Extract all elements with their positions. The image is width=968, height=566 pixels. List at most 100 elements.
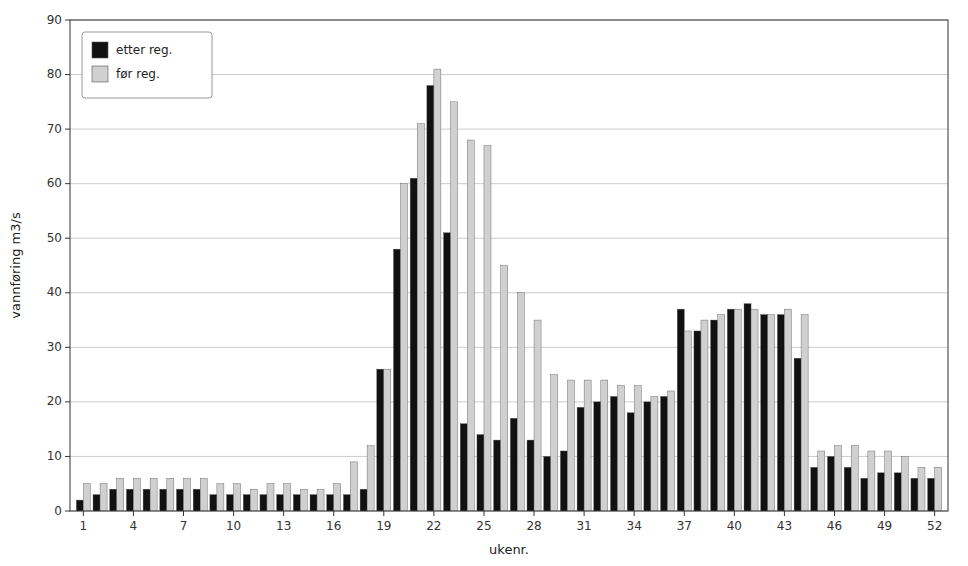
bar <box>350 462 357 511</box>
y-tick <box>65 292 70 293</box>
y-tick-label: 40 <box>47 285 62 299</box>
y-tick-label: 0 <box>54 504 62 518</box>
bar <box>818 451 825 511</box>
grid <box>70 20 948 511</box>
y-axis-label: vannføring m3/s <box>8 212 23 319</box>
bar <box>467 140 474 511</box>
bar <box>260 495 267 511</box>
bar <box>384 369 391 511</box>
bar <box>343 495 350 511</box>
y-tick <box>65 238 70 239</box>
bar <box>227 495 234 511</box>
y-tick <box>65 129 70 130</box>
legend-label: etter reg. <box>116 43 172 57</box>
bar <box>711 320 718 511</box>
bar <box>827 456 834 511</box>
bar <box>694 331 701 511</box>
y-tick <box>65 401 70 402</box>
bar <box>661 396 668 511</box>
bar <box>577 407 584 511</box>
grid-line <box>70 401 948 402</box>
bar <box>718 315 725 511</box>
legend-swatch <box>92 42 108 58</box>
bar <box>143 489 150 511</box>
bar <box>267 484 274 511</box>
bar <box>551 375 558 511</box>
bar <box>584 380 591 511</box>
bar <box>510 418 517 511</box>
grid-line <box>70 183 948 184</box>
chart: 0102030405060708090147101316192225283134… <box>0 0 968 566</box>
bar <box>451 102 458 511</box>
bar <box>861 478 868 511</box>
x-tick-label: 34 <box>627 519 642 533</box>
bar <box>527 440 534 511</box>
x-tick <box>83 511 84 516</box>
bar <box>243 495 250 511</box>
x-tick <box>333 511 334 516</box>
bar <box>935 467 942 511</box>
x-tick-label: 49 <box>877 519 892 533</box>
bar <box>234 484 241 511</box>
y-tick-label: 90 <box>47 13 62 27</box>
bar <box>367 446 374 511</box>
bar <box>133 478 140 511</box>
x-tick <box>734 511 735 516</box>
bar <box>751 309 758 511</box>
bar <box>93 495 100 511</box>
legend: etter reg.før reg. <box>82 32 212 98</box>
x-tick <box>483 511 484 516</box>
bar <box>777 315 784 511</box>
bar <box>83 484 90 511</box>
bar <box>534 320 541 511</box>
bar <box>594 402 601 511</box>
bar <box>100 484 107 511</box>
bar <box>601 380 608 511</box>
bar <box>517 293 524 511</box>
x-tick-label: 43 <box>777 519 792 533</box>
bar <box>651 396 658 511</box>
bar <box>801 315 808 511</box>
bar <box>684 331 691 511</box>
bar <box>544 456 551 511</box>
legend-box <box>82 32 212 98</box>
bar <box>126 489 133 511</box>
grid-line <box>70 129 948 130</box>
bar <box>701 320 708 511</box>
bar <box>193 489 200 511</box>
bar <box>217 484 224 511</box>
bar <box>677 309 684 511</box>
bar <box>176 489 183 511</box>
grid-line <box>70 238 948 239</box>
x-tick <box>534 511 535 516</box>
bar <box>768 315 775 511</box>
bar <box>284 484 291 511</box>
bars <box>76 69 941 511</box>
y-tick-label: 50 <box>47 231 62 245</box>
bar <box>434 69 441 511</box>
x-tick-label: 46 <box>827 519 842 533</box>
x-tick <box>233 511 234 516</box>
bar <box>293 495 300 511</box>
bar <box>160 489 167 511</box>
bar <box>644 402 651 511</box>
y-tick <box>65 511 70 512</box>
y-tick-label: 70 <box>47 122 62 136</box>
legend-swatch <box>92 66 108 82</box>
x-tick-label: 28 <box>526 519 541 533</box>
y-tick <box>65 347 70 348</box>
bar <box>734 309 741 511</box>
x-tick-label: 4 <box>130 519 138 533</box>
y-tick-label: 60 <box>47 176 62 190</box>
bar <box>834 446 841 511</box>
bar <box>494 440 501 511</box>
bar <box>761 315 768 511</box>
bar <box>744 304 751 511</box>
x-tick <box>133 511 134 516</box>
y-tick-label: 80 <box>47 67 62 81</box>
bar <box>310 495 317 511</box>
bar <box>844 467 851 511</box>
y-tick-label: 10 <box>47 449 62 463</box>
bar <box>668 391 675 511</box>
y-tick-label: 20 <box>47 394 62 408</box>
